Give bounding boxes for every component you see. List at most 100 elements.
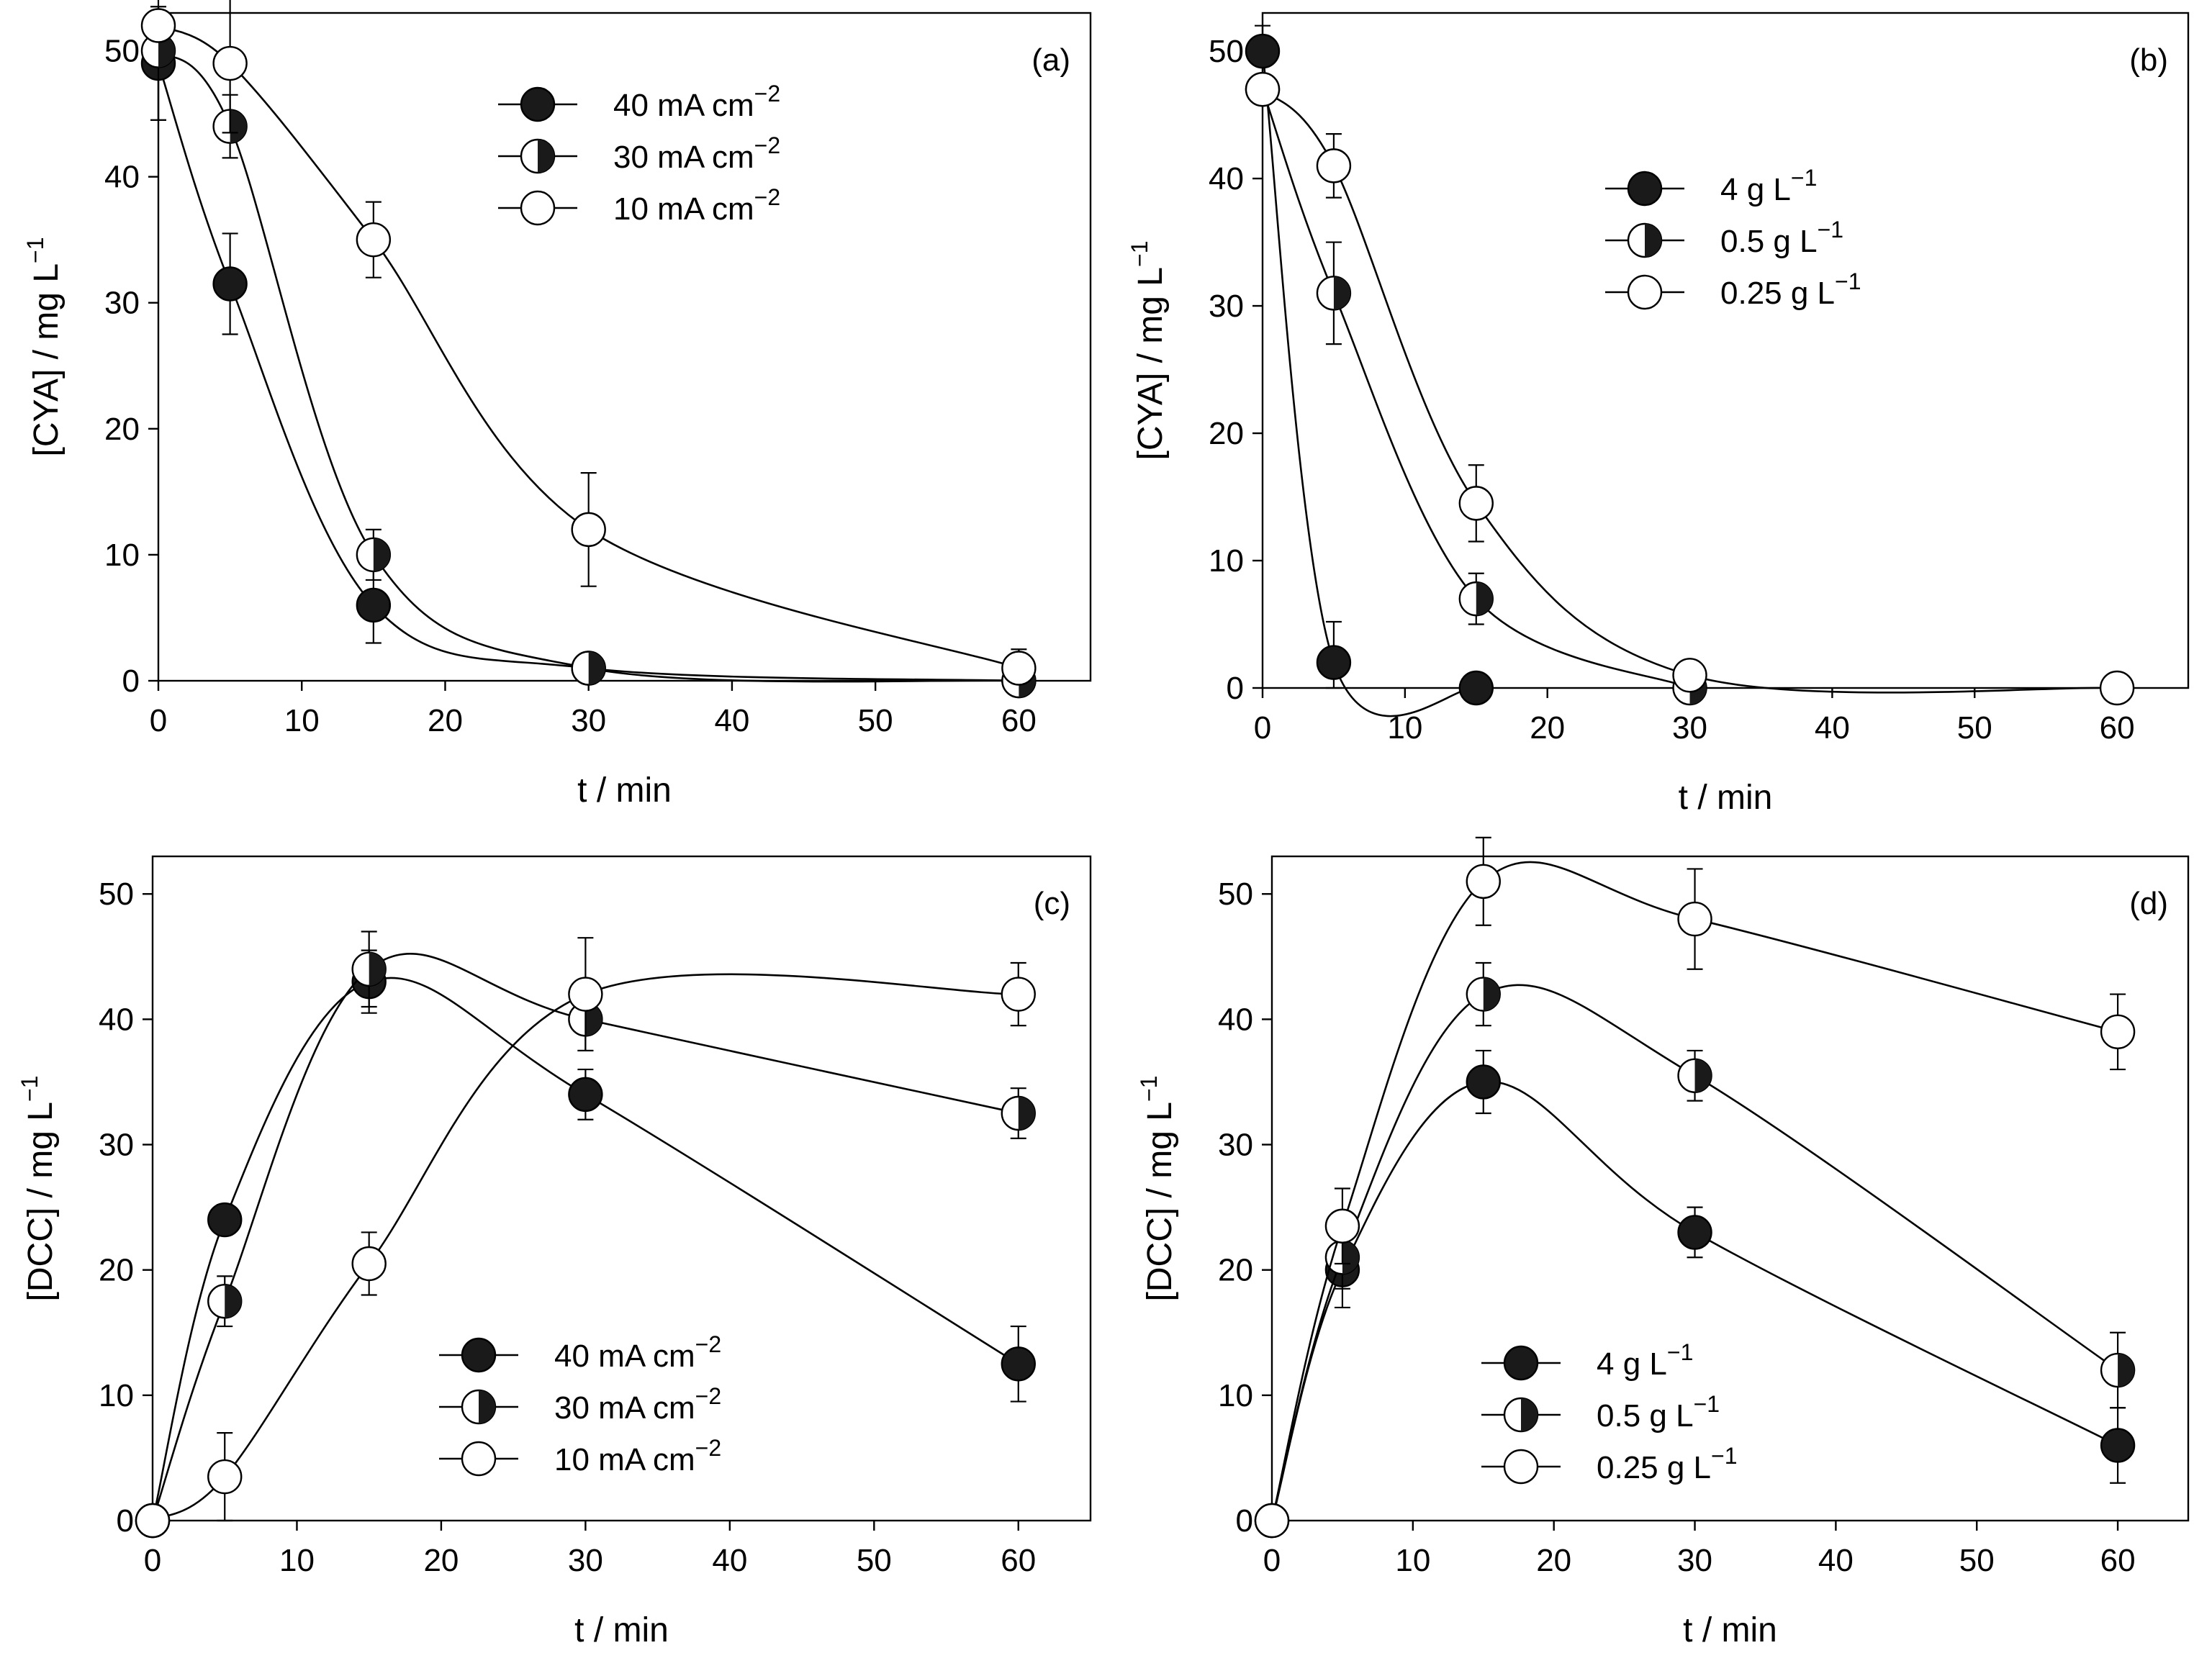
legend-marker-shape xyxy=(520,190,556,226)
data-point xyxy=(140,33,176,68)
data-point-half-fill xyxy=(1018,1097,1035,1131)
data-point xyxy=(1001,651,1037,686)
data-point-shape xyxy=(1316,645,1352,680)
data-point xyxy=(2099,670,2135,706)
legend-marker xyxy=(1503,1449,1539,1485)
legend-label: 0.5 g L−1 xyxy=(1597,1391,1720,1434)
x-tick-label: 20 xyxy=(428,703,463,738)
data-point xyxy=(2100,1352,2136,1388)
legend-label: 0.25 g L−1 xyxy=(1597,1443,1738,1485)
x-tick-label: 30 xyxy=(1672,710,1707,746)
data-point xyxy=(351,951,387,987)
data-point xyxy=(2100,1428,2136,1463)
y-axis-title: [CYA] / mg L−1 xyxy=(22,237,66,456)
legend-marker-half-fill xyxy=(1521,1398,1538,1431)
plot-frame xyxy=(157,12,1092,682)
legend-label-superscript: −1 xyxy=(1835,268,1861,294)
legend-marker xyxy=(1627,222,1663,258)
x-tick-label: 50 xyxy=(1959,1543,1995,1578)
legend-label-superscript: −2 xyxy=(754,132,780,158)
data-point-shape xyxy=(207,1202,243,1238)
x-tick-label: 60 xyxy=(1001,703,1037,738)
panel-label: (a) xyxy=(1031,42,1070,78)
data-point-shape xyxy=(1316,148,1352,184)
legend-marker xyxy=(520,190,556,226)
panel-label: (d) xyxy=(2129,886,2168,921)
y-tick-label: 20 xyxy=(99,1253,134,1288)
y-tick-label: 30 xyxy=(1218,1128,1253,1163)
chart-panel-4: 0 10 20 30 40 50 60 0 10 20 30 40 50 t / min [DCC] / m… xyxy=(1136,836,2190,1649)
legend-label-superscript: −2 xyxy=(695,1331,721,1357)
data-point-shape xyxy=(1466,864,1501,900)
data-point xyxy=(1458,670,1494,706)
x-axis-title: t / min xyxy=(1683,1611,1777,1649)
x-tick-label: 30 xyxy=(1677,1543,1712,1578)
y-tick-label: 0 xyxy=(122,664,140,699)
x-tick-label: 20 xyxy=(423,1543,459,1578)
y-tick-label: 0 xyxy=(117,1503,134,1539)
series-curve xyxy=(1270,1080,2118,1521)
legend-marker xyxy=(520,86,556,122)
data-point xyxy=(356,537,392,573)
x-tick-label: 0 xyxy=(144,1543,161,1578)
data-point-shape xyxy=(1466,1064,1501,1100)
legend-marker xyxy=(520,138,556,174)
data-point-shape xyxy=(1001,1346,1036,1382)
y-tick-label: 50 xyxy=(1209,34,1244,69)
y-tick-label: 20 xyxy=(1209,416,1244,451)
x-tick-label: 30 xyxy=(571,703,606,738)
x-tick-label: 50 xyxy=(857,1543,892,1578)
legend-marker-half-fill xyxy=(1645,224,1661,257)
data-point-shape xyxy=(1677,901,1712,937)
plot-frame xyxy=(151,855,1092,1522)
data-point xyxy=(571,512,606,548)
y-tick-label: 40 xyxy=(1218,1002,1253,1037)
series-open xyxy=(140,0,1037,686)
chart-panel-3: 0 10 20 30 40 50 60 0 10 20 30 40 50 t / min [DCC] / m… xyxy=(17,855,1092,1649)
data-point-shape xyxy=(207,1459,243,1495)
data-point-shape xyxy=(2100,1428,2136,1463)
legend-label: 40 mA cm−2 xyxy=(613,81,780,123)
legend: 4 g L−1 0.5 g L−1 0.25 g L−1 xyxy=(1481,1339,1738,1485)
x-tick-label: 40 xyxy=(1818,1543,1854,1578)
y-tick-label: 40 xyxy=(104,160,140,195)
data-point xyxy=(568,977,603,1012)
y-tick-label: 40 xyxy=(1209,161,1244,196)
data-point xyxy=(1466,864,1501,900)
data-point xyxy=(356,587,392,623)
legend-label-superscript: −2 xyxy=(695,1435,721,1461)
data-point-shape xyxy=(351,1246,387,1282)
data-point xyxy=(1001,1346,1036,1382)
x-tick-label: 60 xyxy=(2100,1543,2136,1578)
data-point xyxy=(135,1503,171,1539)
legend-label-superscript: −1 xyxy=(1694,1391,1720,1417)
x-tick-label: 50 xyxy=(1957,710,1992,746)
legend-marker-shape xyxy=(1503,1345,1539,1381)
legend-label: 4 g L−1 xyxy=(1720,165,1817,207)
data-point-shape xyxy=(1672,658,1707,693)
legend-marker-shape xyxy=(1503,1449,1539,1485)
y-tick-label: 50 xyxy=(99,877,134,912)
data-point-shape xyxy=(1245,71,1281,107)
data-point-shape xyxy=(212,45,248,81)
x-tick-label: 0 xyxy=(1263,1543,1281,1578)
x-axis-title: t / min xyxy=(577,771,672,810)
y-axis-title: [DCC] / mg L−1 xyxy=(17,1076,60,1302)
data-point-half-fill xyxy=(588,651,605,685)
data-point xyxy=(1677,901,1712,937)
data-point-shape xyxy=(1245,33,1281,69)
y-axis-title-superscript: −1 xyxy=(17,1076,42,1102)
panel-label: (c) xyxy=(1034,886,1070,921)
legend-marker-shape xyxy=(1627,171,1663,207)
series-curve xyxy=(1262,89,2118,694)
y-tick-label: 50 xyxy=(104,34,140,69)
legend-label-superscript: −1 xyxy=(1791,165,1817,191)
data-point-shape xyxy=(2099,670,2135,706)
data-point-half-fill xyxy=(1483,977,1500,1011)
data-point-shape xyxy=(1458,486,1494,521)
series-half xyxy=(140,0,1037,699)
data-point xyxy=(1316,645,1352,680)
data-point xyxy=(1001,977,1036,1012)
legend-label-superscript: −2 xyxy=(754,184,780,210)
